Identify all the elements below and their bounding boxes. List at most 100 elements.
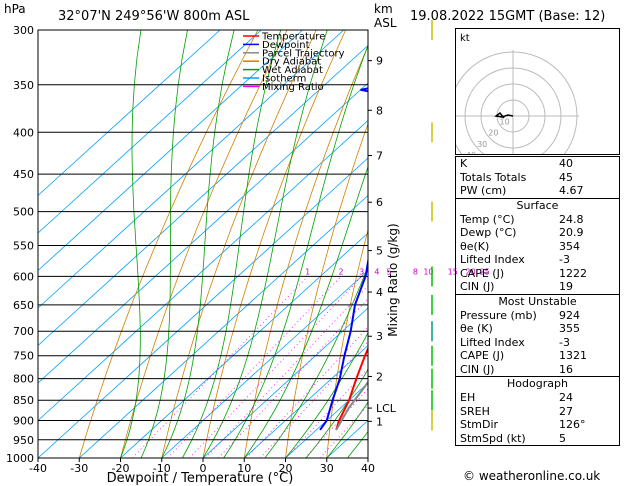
pressure-tick-label: 400 <box>13 126 34 139</box>
hodo-row: EH 24 <box>456 391 619 405</box>
row-label: CAPE (J) <box>460 349 505 362</box>
isotherm-line <box>38 30 345 309</box>
mixing-ratio-label: 2 <box>339 267 344 276</box>
pressure-tick-label: 750 <box>13 350 34 363</box>
row-label: θe (K) <box>460 322 493 335</box>
pressure-tick-label: 350 <box>13 79 34 92</box>
index-value: 40 <box>559 157 573 170</box>
x-tick-label: 20 <box>279 462 293 475</box>
most-unstable-section: Most Unstable Pressure (mb) 924 θe (K) 355… <box>456 293 619 377</box>
row-value: 24.8 <box>559 212 584 226</box>
row-value: 1321 <box>559 349 587 362</box>
hodograph-ring-label: 30 <box>477 140 487 149</box>
pressure-tick-label: 650 <box>13 299 34 312</box>
surface-row: CAPE (J) 1222 <box>456 267 619 281</box>
hodo-row: SREH 27 <box>456 405 619 419</box>
row-label: Lifted Index <box>460 253 525 266</box>
row-value: 924 <box>559 308 580 322</box>
indices-table: K 40 Totals Totals 45 PW (cm) 4.67 Surface … <box>455 156 620 446</box>
row-value: 355 <box>559 322 580 335</box>
surface-row: Lifted Index -3 <box>456 253 619 267</box>
row-value: 20.9 <box>559 226 584 239</box>
mu-row: θe (K) 355 <box>456 322 619 336</box>
x-tick-label: -40 <box>29 462 47 475</box>
km-tick-label: 4 <box>376 286 383 299</box>
index-value: 4.67 <box>559 184 584 197</box>
isotherm-line <box>38 30 303 272</box>
surface-row: θe(K) 354 <box>456 240 619 254</box>
index-row: K 40 <box>456 157 619 171</box>
x-tick-label: -10 <box>153 462 171 475</box>
row-label: θe(K) <box>460 239 490 253</box>
isotherm-line <box>38 44 368 347</box>
pressure-tick-label: 850 <box>13 394 34 407</box>
legend-label: Dewpoint <box>262 40 310 51</box>
row-label: Dewp (°C) <box>460 226 517 239</box>
isotherm-line <box>243 344 368 458</box>
location-title: 32°07'N 249°56'W 800m ASL <box>58 9 250 24</box>
dry-adiabat-line <box>120 30 288 458</box>
index-row: PW (cm) 4.67 <box>456 184 619 198</box>
mixing-ratio-label: 3 <box>359 267 364 276</box>
km-tick-label: 1 <box>376 415 383 428</box>
km-tick-label: 3 <box>376 330 383 343</box>
row-label: StmSpd (kt) <box>460 431 526 445</box>
isotherm-line <box>120 232 368 458</box>
hodograph-ring-label: 10 <box>500 117 510 126</box>
mixing-ratio-label: 4 <box>374 267 379 276</box>
x-tick-label: 0 <box>200 462 207 475</box>
km-tick-label: 8 <box>376 104 383 117</box>
surface-row: Temp (°C) 24.8 <box>456 213 619 227</box>
mixing-ratio-label: 10 <box>423 267 433 276</box>
row-value: -3 <box>559 253 570 266</box>
mixing-ratio-line <box>285 368 368 458</box>
row-label: Temp (°C) <box>460 212 515 226</box>
mixing-ratio-label: 15 <box>448 267 458 276</box>
surface-section: Surface Temp (°C) 24.8 Dewp (°C) 20.9 θe(K… <box>456 197 619 294</box>
pressure-tick-label: 300 <box>13 24 34 37</box>
mixing-ratio-line <box>205 285 368 458</box>
x-tick-label: 40 <box>361 462 375 475</box>
isotherm-line <box>38 30 262 234</box>
pressure-tick-label: 800 <box>13 373 34 386</box>
surface-row: Dewp (°C) 20.9 <box>456 226 619 240</box>
isotherm-line <box>38 30 221 197</box>
wet-adiabat-line <box>285 332 368 458</box>
legend-label: Dry Adiabat <box>262 57 321 68</box>
lcl-label: LCL <box>376 402 397 415</box>
pressure-tick-label: 950 <box>13 434 34 447</box>
index-label: PW (cm) <box>460 184 507 197</box>
isotherm-line <box>38 82 368 384</box>
pressure-tick-label: 600 <box>13 270 34 283</box>
index-label: Totals Totals <box>460 170 527 184</box>
row-value: 24 <box>559 391 573 404</box>
hodograph-ring-label: 40 <box>466 151 476 154</box>
mixing-ratio-label: 25 <box>480 267 490 276</box>
pressure-tick-label: 550 <box>13 239 34 252</box>
row-label: SREH <box>460 404 490 418</box>
mixing-ratio-line <box>189 276 363 458</box>
index-row: Totals Totals 45 <box>456 171 619 185</box>
surface-title: Surface <box>516 198 559 212</box>
row-label: StmDir <box>460 418 499 431</box>
temperature-line <box>335 346 368 431</box>
mu-row: CIN (J) 16 <box>456 363 619 377</box>
km-tick-label: 9 <box>376 55 383 68</box>
mixing-ratio-line <box>304 388 368 458</box>
index-label: K <box>460 157 468 170</box>
mixing-ratio-axis-label: Mixing Ratio (g/kg) <box>386 223 400 336</box>
pressure-tick-label: 900 <box>13 415 34 428</box>
dewpoint-line <box>319 87 368 431</box>
footer-credit: © weatheronline.co.uk <box>463 469 601 483</box>
row-value: 1222 <box>559 266 587 280</box>
row-label: EH <box>460 391 476 404</box>
row-value: -3 <box>559 335 570 349</box>
mu-row: CAPE (J) 1321 <box>456 349 619 363</box>
hodo-row: StmDir 126° <box>456 418 619 432</box>
km-tick-label: 7 <box>376 149 383 162</box>
legend-label: Mixing Ratio <box>262 82 324 93</box>
legend-label: Parcel Trajectory <box>262 48 345 59</box>
x-tick-label: 30 <box>320 462 334 475</box>
dry-adiabat-line <box>202 30 346 458</box>
